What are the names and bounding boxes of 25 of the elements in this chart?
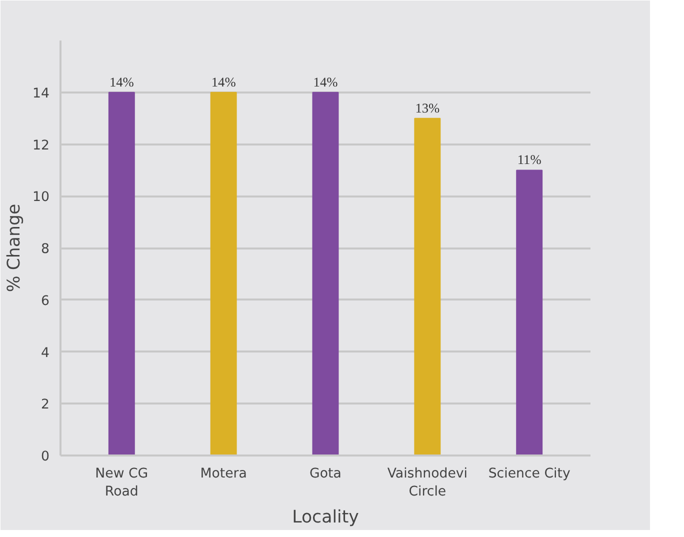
- bar: [210, 92, 237, 456]
- bar: [108, 92, 135, 456]
- data-label: 14%: [313, 74, 338, 90]
- data-label: 14%: [109, 74, 134, 90]
- y-tick-label: 8: [41, 242, 50, 257]
- data-label: 13%: [415, 100, 440, 116]
- data-label: 11%: [517, 152, 542, 168]
- y-tick-label: 14: [32, 86, 50, 102]
- data-label: 14%: [211, 74, 236, 90]
- y-tick-label: 6: [41, 294, 50, 309]
- x-tick-label: Motera: [200, 466, 247, 482]
- y-axis-title: % Change: [4, 204, 25, 292]
- y-tick-label: 12: [32, 138, 50, 154]
- x-tick-label: Science City: [488, 466, 570, 482]
- x-tick-label: New CG Road: [95, 466, 148, 500]
- y-tick-label: 2: [41, 398, 50, 413]
- x-tick-label: Gota: [310, 466, 342, 482]
- x-axis-title: Locality: [292, 508, 359, 528]
- y-tick-label: 10: [32, 190, 50, 206]
- y-tick-label: 0: [41, 450, 50, 464]
- y-tick-label: 4: [41, 346, 50, 361]
- bar: [312, 92, 339, 456]
- x-tick-label: Vaishnodevi Circle: [387, 466, 468, 500]
- bar: [414, 118, 441, 456]
- bar: [516, 170, 543, 456]
